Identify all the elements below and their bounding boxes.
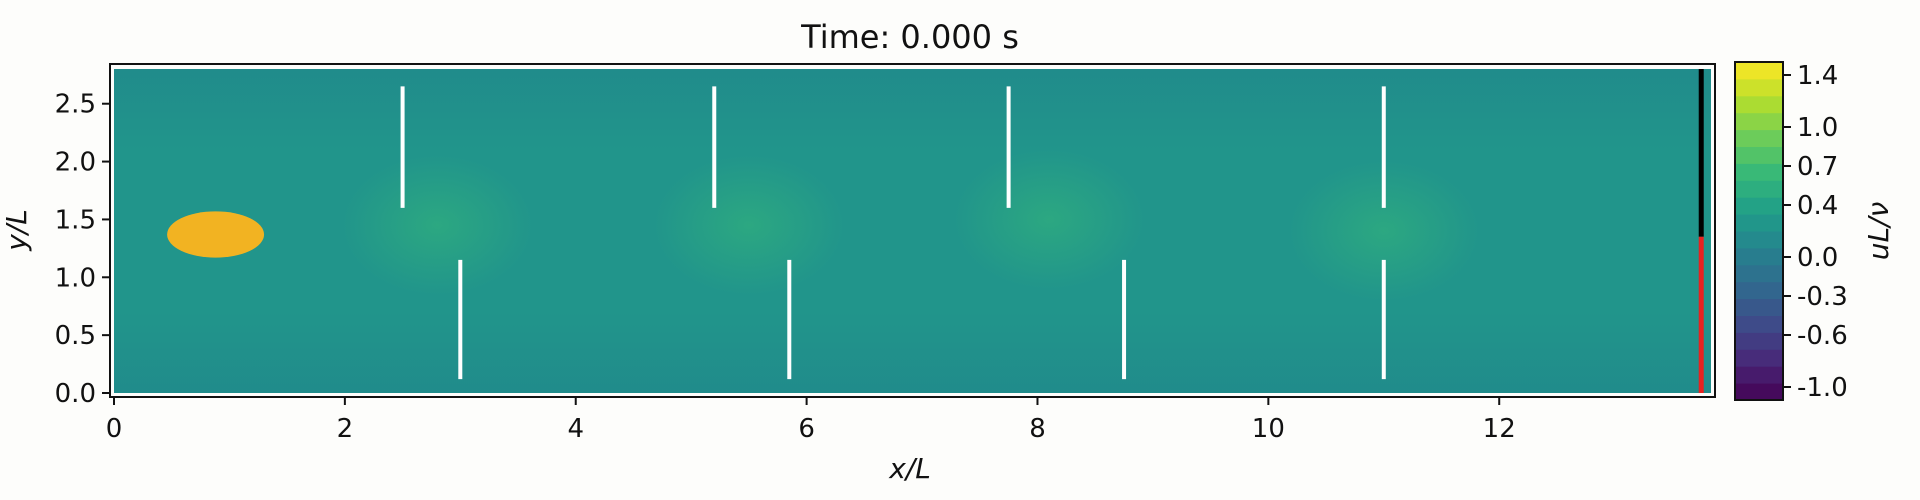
colorbar-band xyxy=(1735,315,1783,333)
particle xyxy=(167,211,265,258)
y-tick-label: 0.5 xyxy=(55,321,96,351)
chart-title: Time: 0.000 s xyxy=(800,18,1019,56)
colorbar-band xyxy=(1735,366,1783,384)
x-tick-label: 2 xyxy=(337,414,354,444)
x-tick-label: 12 xyxy=(1483,414,1516,444)
colorbar-tick-label: 1.0 xyxy=(1797,113,1838,143)
y-tick-label: 1.5 xyxy=(55,205,96,235)
colorbar-band xyxy=(1735,281,1783,300)
colorbar-band xyxy=(1735,78,1783,97)
colorbar-tick-label: -1.0 xyxy=(1797,373,1848,403)
colorbar-band xyxy=(1735,129,1783,147)
colorbar-tick-label: 1.4 xyxy=(1797,61,1838,91)
colorbar-band xyxy=(1735,264,1783,283)
colorbar-band xyxy=(1735,112,1783,131)
colorbar-tick-label: 0.4 xyxy=(1797,191,1838,221)
colorbar-band xyxy=(1735,95,1783,114)
colorbar-band xyxy=(1735,349,1783,367)
colorbar-frame xyxy=(1734,61,1784,401)
colorbar-band xyxy=(1735,180,1783,198)
x-tick-label: 4 xyxy=(567,414,584,444)
y-tick-label: 0.0 xyxy=(55,379,96,409)
flow-blob xyxy=(342,155,533,296)
flow-blob xyxy=(653,155,844,296)
colorbar-tick-label: -0.6 xyxy=(1797,321,1848,351)
colorbar-band xyxy=(1735,332,1783,350)
x-tick-label: 10 xyxy=(1252,414,1285,444)
x-axis-label: x/L xyxy=(888,452,931,485)
y-tick-label: 1.0 xyxy=(55,263,96,293)
colorbar-label: uL/ν xyxy=(1862,202,1895,260)
colorbar-band xyxy=(1735,163,1783,181)
colorbar-band xyxy=(1735,383,1783,401)
colorbar-band xyxy=(1735,231,1783,249)
y-tick-label: 2.0 xyxy=(55,148,96,178)
colorbar-band xyxy=(1735,62,1783,80)
plot-frame xyxy=(109,63,1716,398)
x-tick-label: 6 xyxy=(798,414,815,444)
colorbar-tick-label: 0.7 xyxy=(1797,152,1838,182)
y-axis-label: y/L xyxy=(0,209,33,252)
colorbar-tick-label: 0.0 xyxy=(1797,243,1838,273)
colorbar-band xyxy=(1735,214,1783,232)
colorbar-band xyxy=(1735,197,1783,215)
plot-area xyxy=(114,69,1711,393)
flow-blob xyxy=(1288,161,1479,301)
colorbar-tick-label: -0.3 xyxy=(1797,282,1848,312)
y-tick-label: 2.5 xyxy=(55,90,96,120)
flow-blob xyxy=(954,149,1145,290)
colorbar-band xyxy=(1735,247,1783,266)
colorbar: 1.4 1.0 0.7 0.4 0.0 -0.3 -0.6 -1.0 uL/ν xyxy=(1734,61,1895,403)
x-tick-label: 0 xyxy=(106,414,123,444)
colorbar-band xyxy=(1735,298,1783,316)
colorbar-band xyxy=(1735,146,1783,164)
x-tick-label: 8 xyxy=(1029,414,1046,444)
